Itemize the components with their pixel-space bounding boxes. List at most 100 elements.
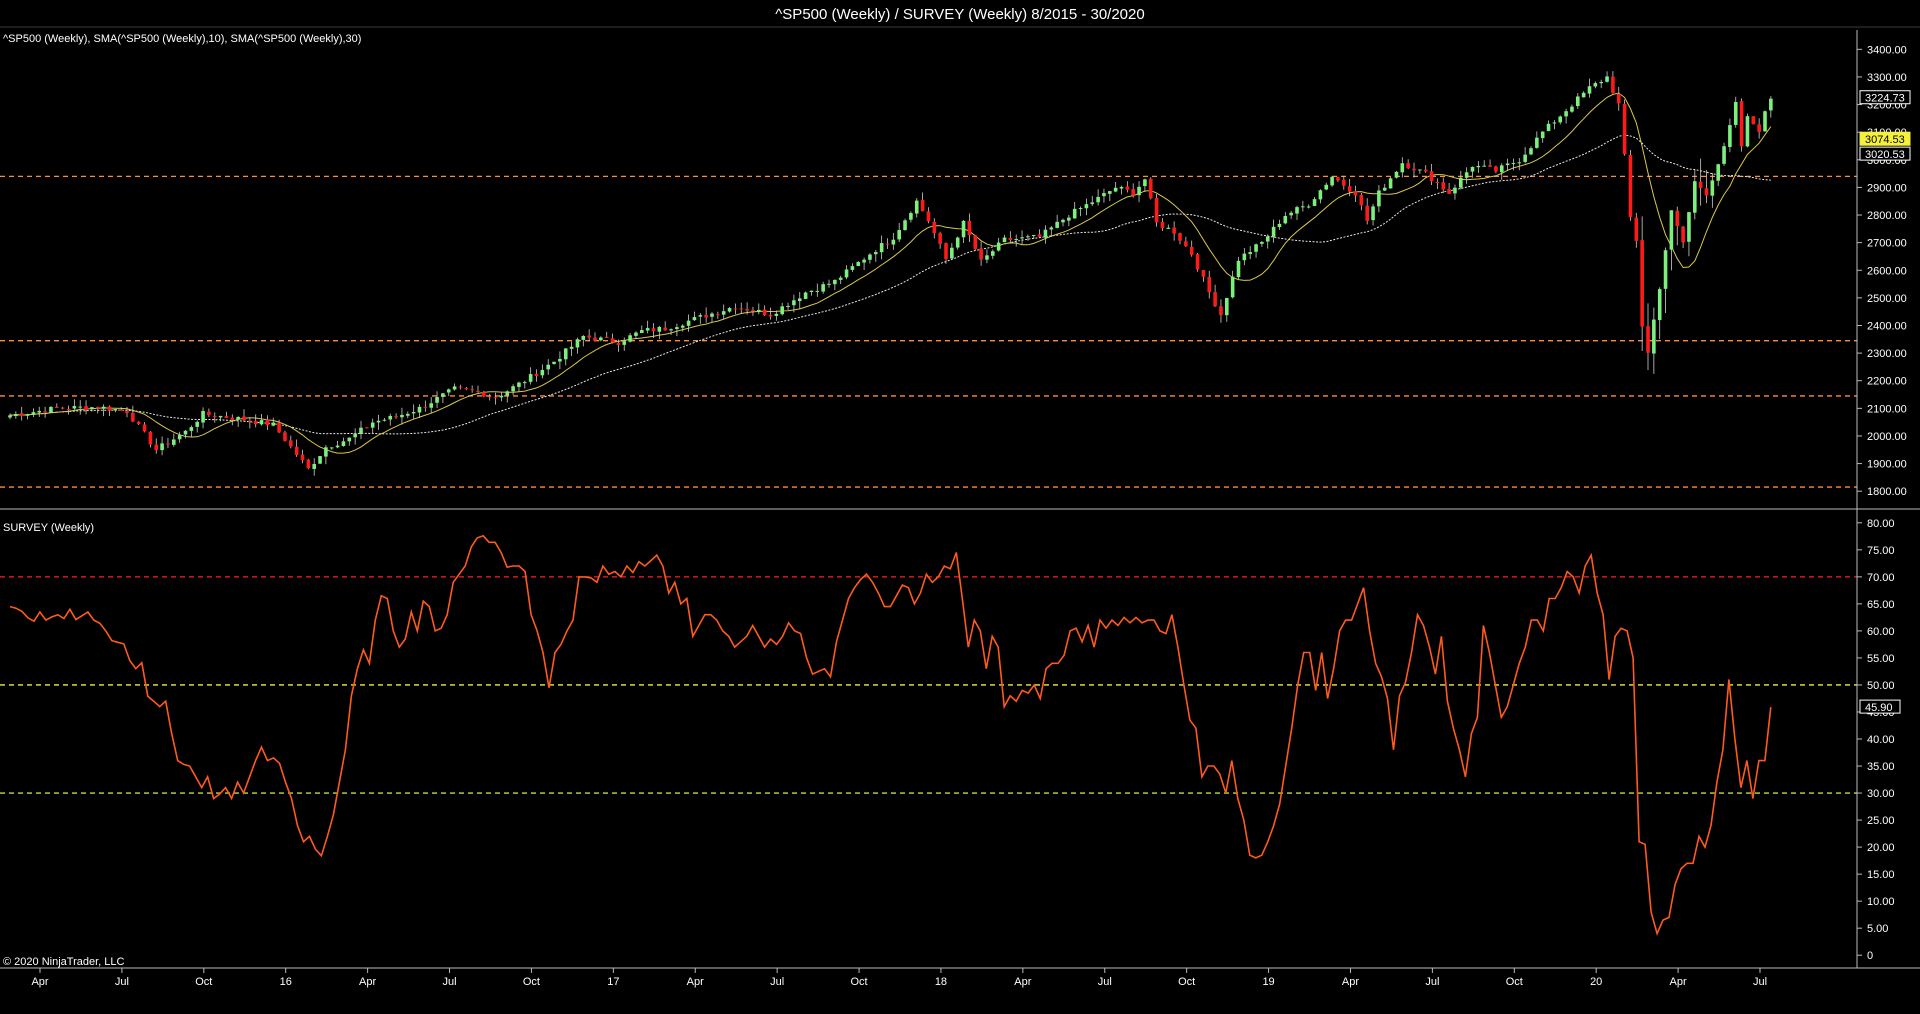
price-y-tick-label: 2600.00 [1867,265,1907,277]
candle-body [862,259,866,263]
candle-body [376,420,381,423]
price-y-tick-label: 2200.00 [1867,376,1907,388]
candle-body [353,433,357,438]
survey-y-tick-label: 60.00 [1867,626,1895,638]
candle-body [329,447,334,449]
candle-body [224,416,229,419]
candle-body [1394,171,1399,178]
candle-body [25,414,30,416]
candle-body [540,369,545,376]
candle-body [991,251,995,256]
candle-body [335,445,340,448]
candle-body [1330,176,1334,186]
candle-body [1441,182,1446,190]
candle-body [400,414,404,418]
candle-body [1769,98,1773,111]
candle-body [733,308,738,310]
survey-panel[interactable]: SURVEY (Weekly) 80.00 75.00 70.00 65.00 60.0… [0,518,1901,962]
candle-body [827,283,831,285]
candle-body [1576,96,1580,107]
candle-body [1418,169,1422,171]
candle-body [107,406,112,411]
candle-body [1067,217,1071,221]
candle-body [1055,221,1059,228]
candle-body [1336,177,1340,181]
candle-body [49,406,53,413]
candle-body [721,311,726,315]
x-tick-label: 20 [1590,976,1602,988]
x-axis: Apr Jul Oct 16 Apr Jul Oct 17 Apr Jul Oct 18 Apr Jul O… [31,968,1767,988]
candle-body [1412,168,1416,171]
candle-body [914,200,919,214]
price-marker-box [1859,131,1911,146]
survey-y-tick-label: 65.00 [1867,599,1895,611]
candle-body [973,235,978,250]
x-tick-label: 18 [935,976,947,988]
candle-body [856,262,861,266]
candle-body [1382,187,1387,191]
candle-body [1669,210,1674,250]
candle-body [1687,212,1691,242]
candle-body [119,409,123,411]
survey-y-tick-label: 80.00 [1867,518,1895,530]
candle-body [1751,116,1756,125]
candle-body [341,441,346,447]
candle-body [1049,227,1054,230]
candle-body [66,409,71,411]
price-y-tick-label: 2400.00 [1867,320,1907,332]
candle-body [411,412,416,414]
candle-body [657,326,662,332]
x-tick-label: Oct [1178,976,1195,988]
candle-body [751,310,755,312]
candle-body [312,463,316,469]
candle-body [739,308,744,310]
candle-body [1377,190,1381,207]
price-marker-label: 3020.53 [1865,149,1905,161]
price-y-tick-label: 3400.00 [1867,44,1907,56]
candle-body [1014,238,1018,240]
survey-y-tick-label: 75.00 [1867,545,1895,557]
candle-body [1090,202,1095,205]
candle-body [961,220,966,238]
candle-body [1616,93,1621,104]
candle-body [1084,204,1089,209]
candle-body [183,430,188,435]
x-tick-label: Oct [1506,976,1523,988]
candle-body [1254,244,1258,252]
price-marker-box [1859,90,1911,105]
candle-body [1564,111,1568,117]
candle-body [803,292,808,299]
survey-last-value: 45.90 [1859,699,1901,714]
candle-body [528,374,533,382]
candle-body [78,406,82,408]
candle-body [1406,163,1410,169]
candle-body [1026,236,1030,238]
candle-body [780,306,784,315]
candle-body [499,395,504,398]
candle-body [1078,208,1083,210]
candle-body [1043,229,1048,238]
candle-body [1289,212,1293,216]
sma30-line [9,134,1771,435]
candle-body [797,298,802,302]
candle-body [558,358,562,362]
price-y-tick-label: 2700.00 [1867,238,1907,250]
candle-body [745,309,749,311]
candle-body [1464,172,1469,178]
candle-body [1652,319,1656,354]
price-panel[interactable]: ^SP500 (Weekly), SMA(^SP500 (Weekly),10)… [0,33,1911,498]
candle-body [1745,116,1750,147]
candle-body [716,314,720,316]
candle-body [1558,116,1563,123]
candle-body [1535,137,1539,148]
candle-body [604,336,609,338]
candle-body [1757,124,1761,132]
candle-body [1587,86,1592,94]
x-tick-label: Apr [1014,976,1031,988]
candle-body [177,435,182,440]
x-tick-label: Jul [442,976,456,988]
candle-body [1102,193,1106,197]
candle-body [259,420,264,425]
survey-y-tick-label: 10.00 [1867,896,1895,908]
candle-body [926,211,931,222]
